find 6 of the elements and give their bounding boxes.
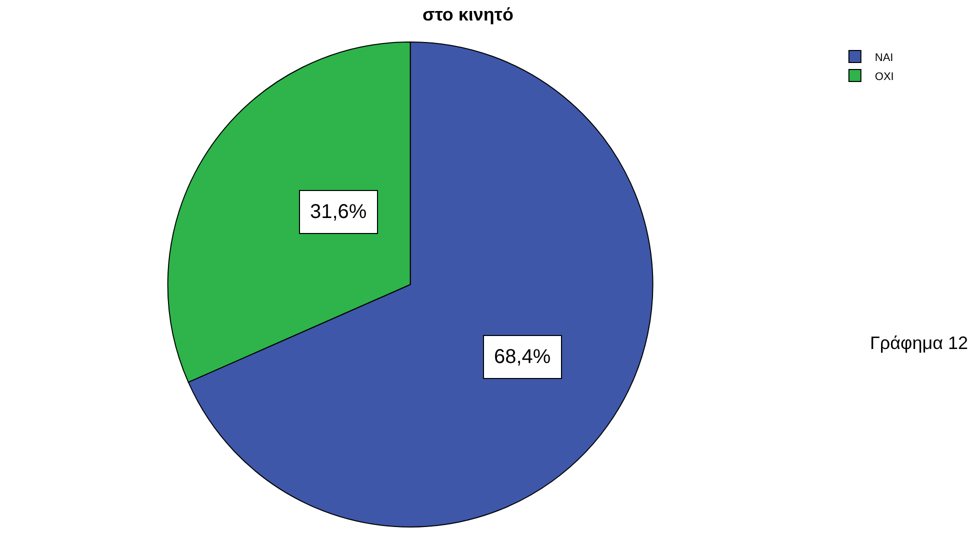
data-label: 68,4% (494, 346, 551, 368)
data-label: 31,6% (310, 201, 367, 223)
chart-title: στο κινητό (422, 4, 514, 25)
text: Γράφημα 12 (870, 333, 968, 353)
legend-label: NAI (874, 52, 894, 64)
legend-label: OXI (874, 70, 894, 83)
